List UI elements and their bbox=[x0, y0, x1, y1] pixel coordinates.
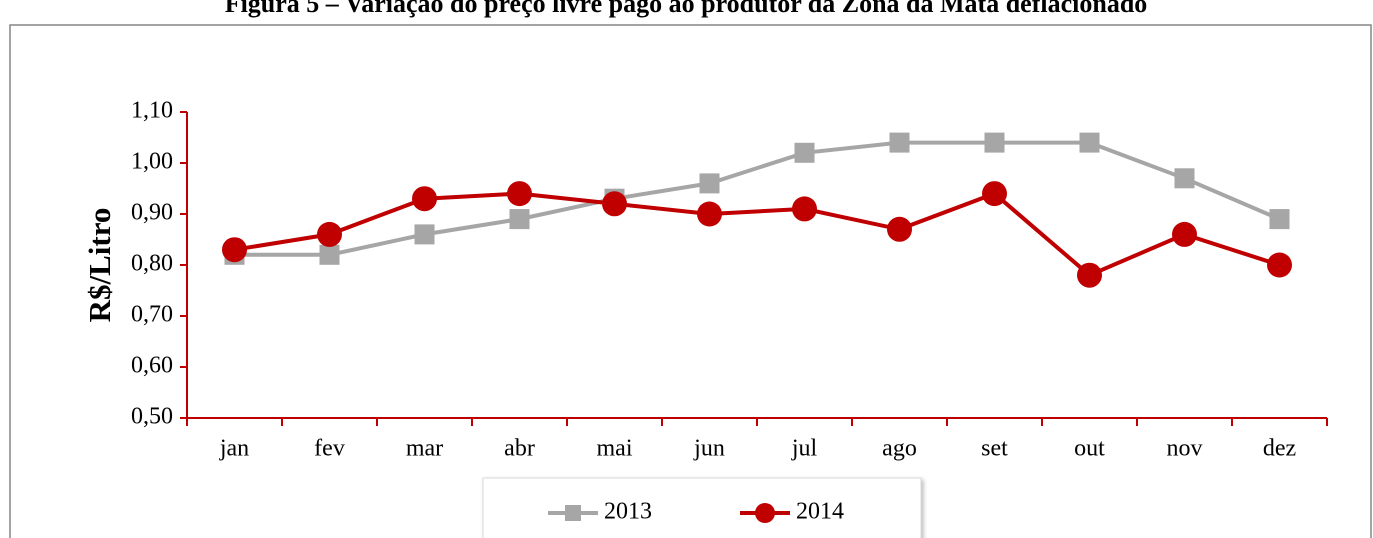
series-line bbox=[234, 191, 1281, 278]
x-tick-label: ago bbox=[882, 436, 917, 462]
data-point bbox=[414, 224, 435, 245]
data-point bbox=[602, 191, 627, 217]
x-tick-label: out bbox=[1074, 436, 1105, 462]
data-point bbox=[697, 201, 722, 227]
x-tick-label: fev bbox=[314, 436, 345, 462]
data-point bbox=[1174, 168, 1195, 189]
data-point bbox=[509, 209, 530, 230]
data-point bbox=[984, 132, 1005, 153]
data-point bbox=[982, 181, 1007, 207]
data-point bbox=[1172, 221, 1197, 247]
legend-label: 2014 bbox=[796, 499, 844, 525]
y-tick-label: 1,10 bbox=[131, 98, 173, 124]
data-point bbox=[889, 132, 910, 153]
y-tick-label: 0,60 bbox=[131, 353, 173, 379]
data-point bbox=[1267, 252, 1292, 278]
data-point bbox=[699, 173, 720, 194]
x-tick-label: abr bbox=[504, 436, 535, 462]
series-line bbox=[234, 140, 1281, 257]
x-tick-label: dez bbox=[1263, 436, 1296, 462]
data-point bbox=[412, 186, 437, 212]
x-tick-label: jul bbox=[791, 436, 818, 462]
data-point bbox=[222, 237, 247, 263]
legend-marker bbox=[565, 505, 581, 521]
data-point bbox=[887, 216, 912, 242]
y-tick-label: 0,90 bbox=[131, 200, 173, 226]
legend-marker bbox=[755, 503, 775, 523]
data-point bbox=[317, 221, 342, 247]
data-point bbox=[507, 181, 532, 207]
legend-label: 2013 bbox=[604, 499, 652, 525]
data-point bbox=[1077, 262, 1102, 288]
y-tick-label: 0,50 bbox=[131, 404, 173, 430]
x-tick-label: mar bbox=[406, 436, 443, 462]
data-point bbox=[1269, 209, 1290, 230]
x-tick-label: jan bbox=[219, 436, 249, 462]
chart-frame bbox=[9, 24, 1372, 538]
data-point bbox=[792, 196, 817, 222]
y-axis-label: R$/Litro bbox=[82, 208, 117, 323]
y-tick-label: 0,80 bbox=[131, 251, 173, 277]
x-tick-label: jun bbox=[693, 436, 725, 462]
x-tick-label: set bbox=[981, 436, 1008, 462]
legend-box bbox=[482, 477, 922, 538]
data-point bbox=[319, 244, 340, 265]
data-point bbox=[794, 142, 815, 163]
x-tick-label: nov bbox=[1167, 436, 1203, 462]
y-tick-label: 0,70 bbox=[131, 302, 173, 328]
y-tick-label: 1,00 bbox=[131, 149, 173, 175]
data-point bbox=[1079, 132, 1100, 153]
x-tick-label: mai bbox=[597, 436, 633, 462]
chart-title: Figura 5 – Variação do preço livre pago … bbox=[225, 0, 1148, 18]
